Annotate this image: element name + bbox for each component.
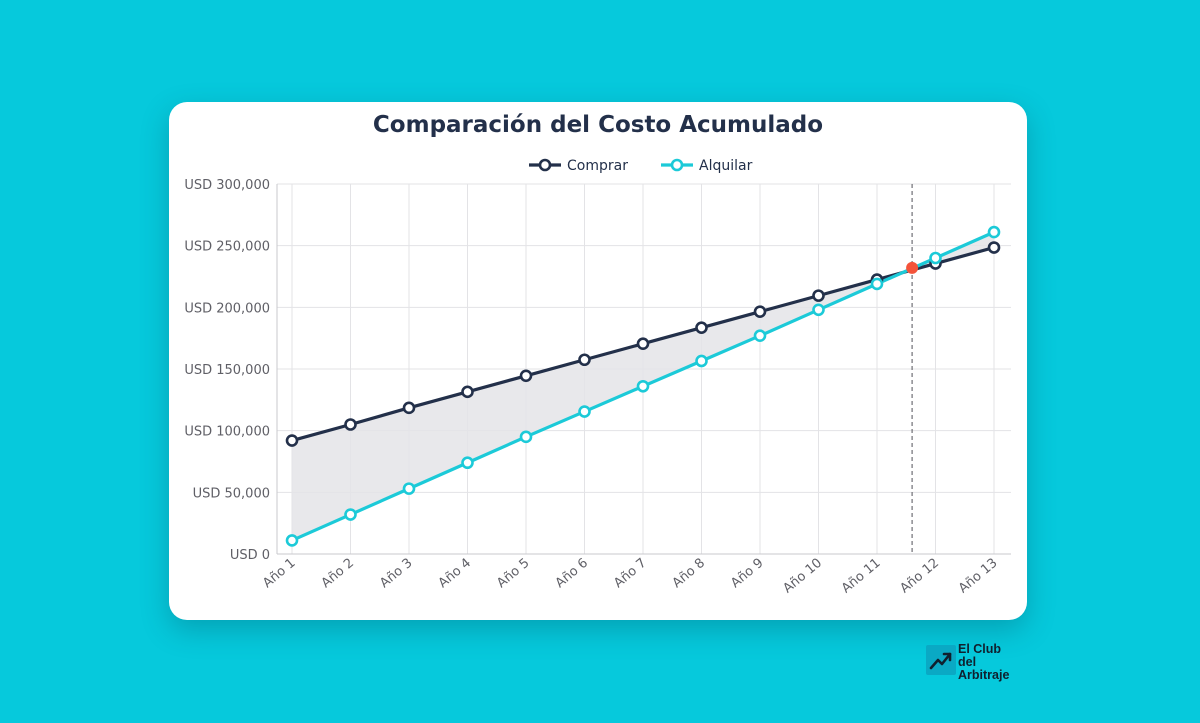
- alquilar-point: [870, 277, 884, 291]
- comprar-point: [461, 385, 474, 399]
- y-tick-label: USD 50,000: [193, 486, 270, 501]
- alquilar-point: [636, 379, 650, 393]
- x-tick-label: Año 2: [319, 556, 357, 592]
- legend-swatch-marker: [538, 158, 552, 172]
- comprar-point: [519, 369, 533, 383]
- alquilar-point: [285, 534, 299, 547]
- brand-line-3: Arbitraje: [958, 668, 1010, 682]
- comprar-point: [344, 418, 357, 431]
- legend-label: Alquilar: [699, 158, 753, 174]
- comprar-point: [636, 337, 650, 351]
- x-tick-label: Año 8: [670, 556, 708, 592]
- y-tick-label: USD 150,000: [184, 363, 270, 378]
- brand-name: El Club del Arbitraje: [958, 643, 1009, 682]
- y-tick-label: USD 250,000: [184, 240, 270, 255]
- y-tick-label: USD 200,000: [184, 301, 270, 316]
- x-tick-label: Año 12: [897, 556, 942, 597]
- y-tick-label: USD 100,000: [184, 425, 270, 440]
- trending-up-icon: [926, 645, 956, 675]
- intersection-point: [906, 261, 919, 274]
- comprar-point: [753, 305, 767, 318]
- alquilar-point: [344, 508, 357, 521]
- comprar-point: [812, 289, 825, 302]
- alquilar-point: [578, 405, 591, 418]
- line-chart: USD 0 USD 50,000 USD 100,000 USD 150,000 USD…: [184, 158, 1011, 597]
- x-tick-label: Año 9: [728, 556, 766, 592]
- comprar-point: [578, 353, 591, 367]
- y-tick-label: USD 300,000: [184, 178, 270, 193]
- legend-swatch-marker: [670, 158, 684, 172]
- chart-card: Comparación del Costo Acumulado USD 0 USD…: [169, 102, 1027, 620]
- x-tick-label: Año 5: [494, 556, 532, 592]
- comprar-point: [402, 401, 416, 415]
- alquilar-point: [519, 430, 533, 444]
- alquilar-point: [987, 225, 1001, 239]
- comprar-point: [285, 434, 299, 447]
- x-tick-label: Año 7: [611, 556, 649, 592]
- alquilar-point: [929, 251, 942, 265]
- x-tick-label: Año 4: [436, 556, 474, 592]
- alquilar-point: [753, 329, 767, 342]
- brand-line-2: del: [958, 655, 977, 669]
- x-tick-label: Año 6: [553, 556, 591, 592]
- brand-line-1: El Club: [958, 642, 1002, 656]
- legend-label: Comprar: [567, 158, 628, 174]
- x-tick-label: Año 3: [377, 556, 415, 592]
- alquilar-point: [461, 456, 474, 470]
- comprar-point: [695, 321, 708, 334]
- alquilar-point: [695, 354, 708, 368]
- alquilar-point: [812, 303, 825, 317]
- comprar-point: [987, 241, 1001, 254]
- x-tick-label: Año 10: [780, 556, 825, 597]
- y-tick-label: USD 0: [230, 548, 270, 563]
- x-tick-label: Año 13: [956, 556, 1001, 597]
- chart-title: Comparación del Costo Acumulado: [372, 112, 824, 138]
- x-tick-label: Año 11: [839, 556, 884, 597]
- alquilar-point: [402, 482, 416, 495]
- brand-logo: El Club del Arbitraje: [926, 643, 1036, 687]
